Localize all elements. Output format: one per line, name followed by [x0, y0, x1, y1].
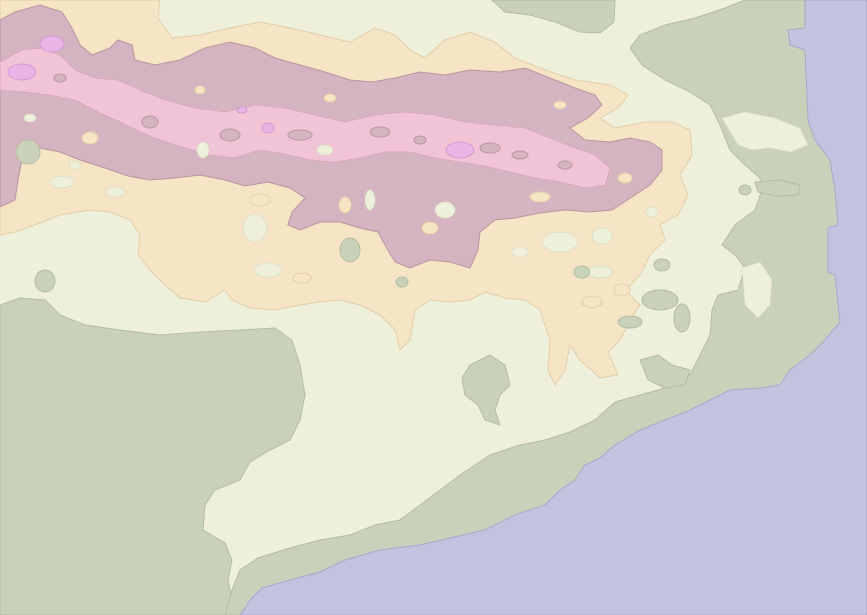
plain-hole: [591, 227, 613, 245]
hill-hole: [249, 193, 271, 207]
lowland-island: [641, 289, 679, 311]
hill-hole: [323, 93, 337, 103]
plain-hole: [242, 213, 268, 243]
lowland-island: [573, 265, 591, 279]
plain-hole: [253, 262, 283, 278]
mountain-spot: [219, 128, 241, 142]
plain-inclusion-east: [721, 111, 809, 153]
lowland-island: [395, 276, 409, 288]
lowland-island-east: [639, 354, 691, 389]
peak-area: [261, 122, 275, 134]
lowland-island-central: [461, 354, 511, 426]
peak-area: [236, 106, 248, 114]
lowland-north-valley: [491, 0, 616, 34]
mountain-spot: [413, 135, 427, 145]
hill-hole: [421, 221, 439, 235]
sea-area: [239, 0, 867, 615]
lowland-island: [339, 237, 361, 263]
lowland-island: [617, 315, 643, 329]
mountain-spot: [287, 129, 313, 141]
lowland-island: [34, 269, 56, 293]
hill-hole: [81, 131, 99, 145]
lowland-southwest: [0, 297, 306, 615]
mountain-spot: [53, 73, 67, 83]
plain-inclusion-east-2: [741, 261, 773, 319]
plain-hole: [316, 144, 334, 156]
mountain-spot: [369, 126, 391, 138]
hill-hole: [529, 191, 551, 203]
plain-hole: [49, 175, 75, 189]
mountain-spot: [479, 142, 501, 154]
peak-area: [445, 141, 475, 159]
plain-hole: [511, 246, 529, 258]
mountain-spot: [557, 160, 573, 170]
hill-hole: [194, 85, 206, 95]
hill-hole: [338, 196, 352, 214]
plain-hole: [196, 141, 210, 159]
mountain-spot: [141, 115, 159, 129]
hill-patch: [292, 272, 312, 284]
hill-patch: [581, 295, 603, 309]
lowland-island: [673, 303, 691, 333]
plain-hole: [434, 201, 456, 219]
plain-hole: [104, 186, 126, 198]
plain-hole: [364, 189, 376, 211]
lowland-island: [15, 139, 41, 165]
lowland-island-northeast: [754, 179, 801, 197]
plain-hole: [68, 160, 82, 170]
plain-hole: [645, 206, 659, 218]
hill-hole: [617, 172, 633, 184]
peak-area: [7, 63, 37, 81]
hill-hole: [553, 100, 567, 110]
hill-patch: [613, 283, 631, 297]
plain-hole: [587, 265, 613, 279]
peak-area: [39, 35, 65, 53]
mountain-spot: [511, 150, 529, 160]
lowland-island: [738, 184, 752, 196]
plain-hole: [23, 113, 37, 123]
lowland-island: [653, 258, 671, 272]
plain-hole: [541, 231, 579, 253]
